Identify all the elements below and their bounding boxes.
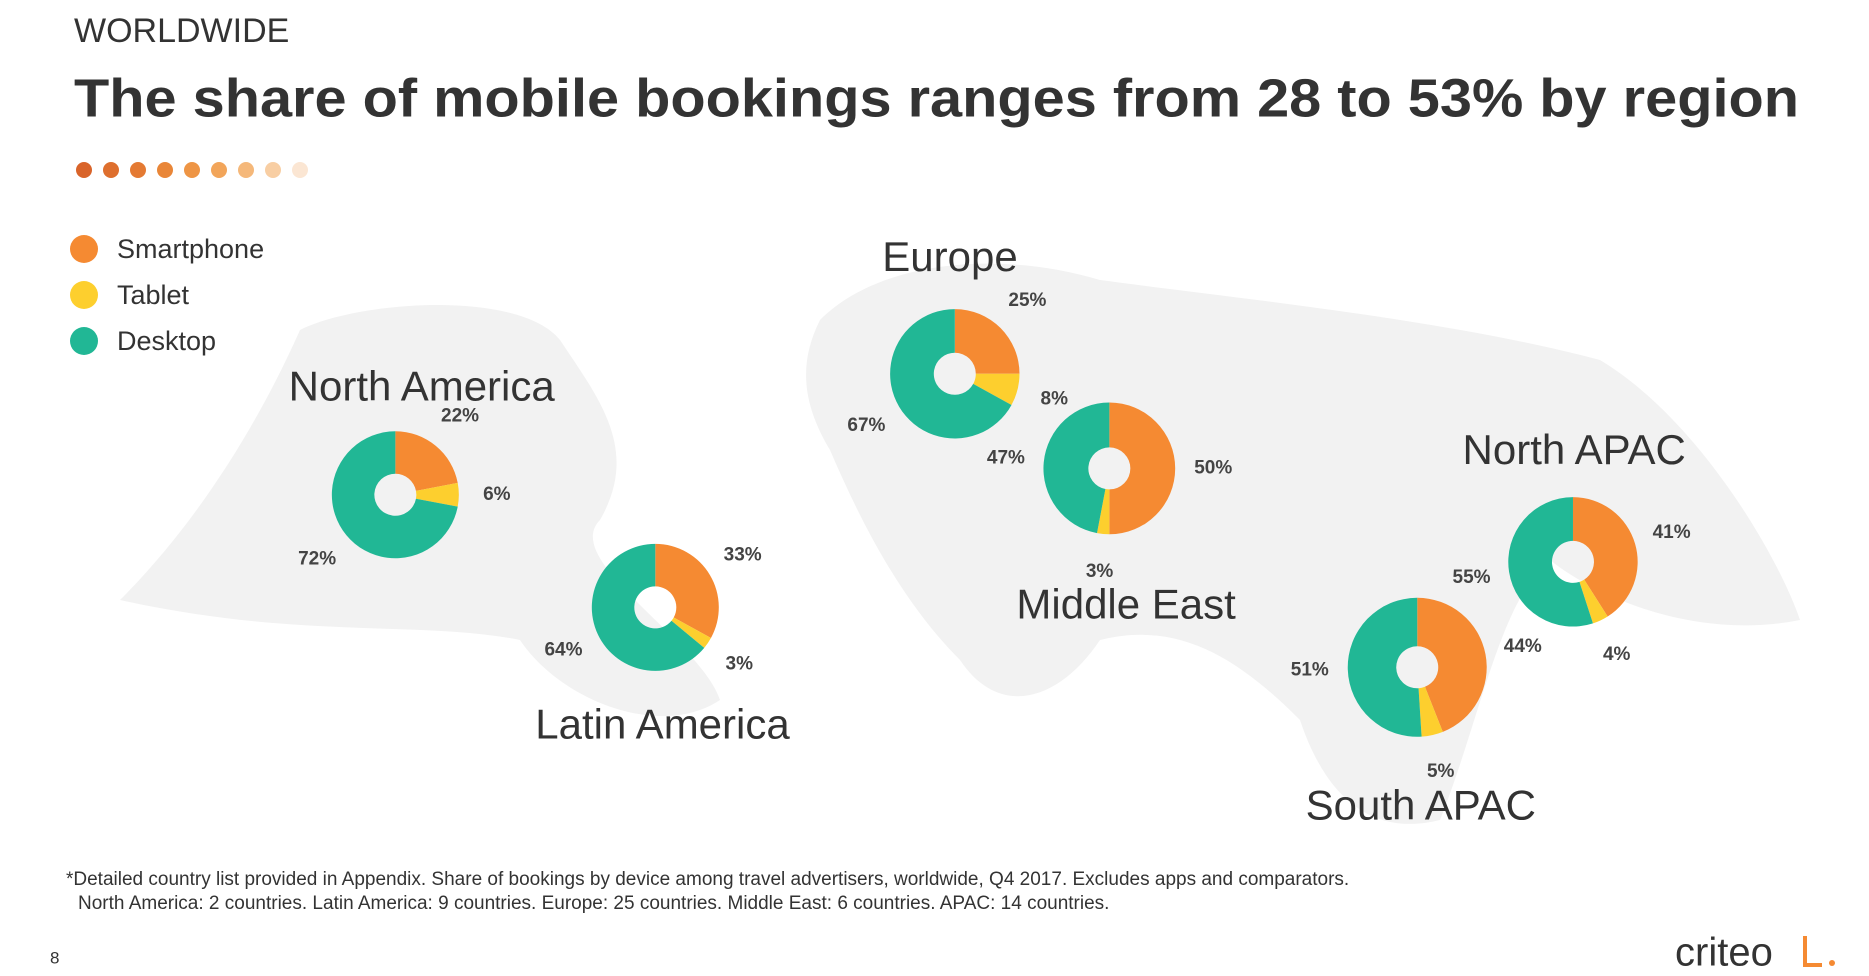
pie-slice <box>395 431 458 491</box>
value-label: 51% <box>1291 660 1329 681</box>
logo-mark <box>1829 960 1835 966</box>
pie-slice <box>331 431 458 559</box>
pie-slice <box>1417 597 1487 732</box>
pie-slice <box>415 482 459 507</box>
legend-swatch <box>70 235 98 263</box>
value-label: 3% <box>1086 561 1114 582</box>
region-title: South APAC <box>1306 782 1536 829</box>
value-label: 8% <box>1041 388 1069 409</box>
page-number: 8 <box>50 948 59 967</box>
logo: criteo <box>1675 931 1773 975</box>
value-label: 33% <box>724 545 762 566</box>
legend-swatch <box>70 281 98 309</box>
legend-label: Desktop <box>117 326 216 356</box>
pie-slice <box>1572 497 1638 617</box>
footnote: North America: 2 countries. Latin Americ… <box>78 893 1109 914</box>
value-label: 25% <box>1008 290 1046 311</box>
region-title: North America <box>289 362 556 409</box>
value-label: 3% <box>726 653 754 674</box>
pie-slice <box>655 543 719 638</box>
kicker: WORLDWIDE <box>74 12 289 50</box>
pie-slice <box>1109 402 1176 535</box>
pie-slice <box>1347 597 1422 737</box>
value-label: 6% <box>483 484 511 505</box>
region-title: Europe <box>882 233 1017 280</box>
value-label: 50% <box>1194 457 1232 478</box>
pie-slice <box>954 309 1020 374</box>
region-title: Middle East <box>1016 580 1236 627</box>
legend-label: Tablet <box>117 280 190 310</box>
logo-mark <box>1803 936 1822 967</box>
region-title: North APAC <box>1463 426 1686 473</box>
value-label: 55% <box>1453 567 1491 588</box>
pie-slice <box>1043 402 1110 534</box>
value-label: 47% <box>987 448 1025 469</box>
value-label: 67% <box>847 415 885 436</box>
value-label: 44% <box>1504 636 1542 657</box>
region-title: Latin America <box>535 700 790 747</box>
footnote: *Detailed country list provided in Appen… <box>66 869 1349 890</box>
value-label: 5% <box>1427 761 1455 782</box>
legend-swatch <box>70 327 98 355</box>
pie-slice <box>890 309 1012 439</box>
title: The share of mobile bookings ranges from… <box>74 68 1799 128</box>
decor-dots <box>76 162 308 178</box>
pie-slice <box>1508 497 1593 627</box>
pie-slice <box>1418 686 1443 737</box>
value-label: 64% <box>544 640 582 661</box>
value-label: 41% <box>1653 522 1691 543</box>
pie-slice <box>671 617 711 648</box>
value-label: 4% <box>1603 644 1631 665</box>
value-label: 72% <box>298 548 336 569</box>
value-label: 22% <box>441 406 479 427</box>
legend-label: Smartphone <box>117 234 264 264</box>
pie-slice <box>591 543 705 671</box>
pie-slice <box>1097 489 1110 535</box>
pie-slice <box>973 373 1020 405</box>
pie-slice <box>1579 579 1608 624</box>
